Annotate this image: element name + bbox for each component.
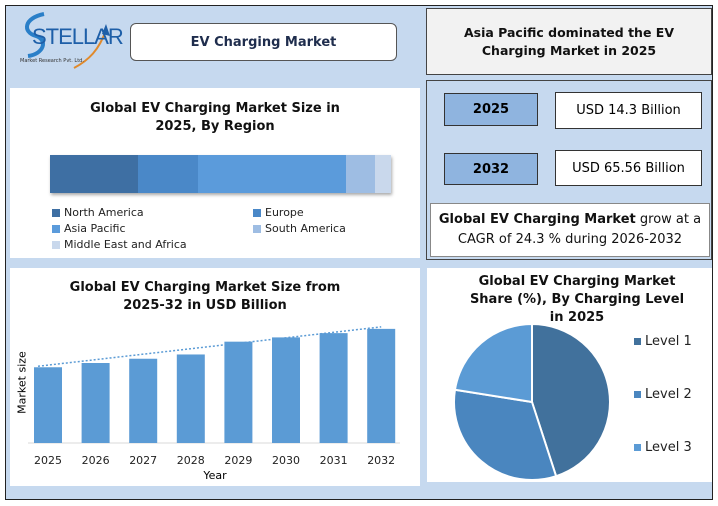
- legend-asia-pacific: Asia Pacific: [52, 222, 126, 235]
- pie-slice-level-1: [531, 322, 611, 478]
- bar-2031: [319, 333, 348, 443]
- legend-level-2: Level 2: [634, 387, 692, 402]
- bar-2026: [81, 363, 110, 443]
- region-segment-europe: [137, 155, 198, 193]
- x-tick-label: 2030: [272, 454, 300, 467]
- legend-label: Europe: [265, 206, 304, 219]
- pie-slice-level-2: [453, 388, 558, 481]
- x-tick-label: 2031: [319, 454, 348, 467]
- bar-2032: [367, 328, 396, 443]
- legend-label: Level 1: [645, 334, 692, 349]
- highlight-box: Asia Pacific dominated the EV Charging M…: [426, 8, 712, 75]
- bar-2027: [129, 358, 158, 443]
- highlight-text: Asia Pacific dominated the EV Charging M…: [463, 24, 675, 58]
- legend-label: Asia Pacific: [64, 222, 126, 235]
- region-chart-title: Global EV Charging Market Size in 2025, …: [90, 101, 340, 134]
- bar-2030: [272, 337, 300, 443]
- legend-label: Middle East and Africa: [64, 238, 187, 251]
- trendline: [37, 326, 382, 368]
- stat-year-2025: 2025: [444, 93, 538, 126]
- legend-level-1: Level 1: [634, 334, 692, 349]
- legend-label: Level 2: [645, 387, 692, 402]
- market-size-chart-panel: [10, 268, 420, 486]
- stat-value-2025: USD 14.3 Billion: [555, 92, 702, 129]
- cagr-bold: Global EV Charging Market: [438, 212, 636, 227]
- x-tick-label: 2025: [34, 454, 62, 467]
- logo-subtext: Market Research Pvt. Ltd.: [20, 58, 84, 64]
- legend-label: North America: [64, 206, 144, 219]
- logo-text: STELLAR: [32, 24, 124, 49]
- legend-label: Level 3: [645, 440, 692, 455]
- bar-2025: [34, 367, 62, 443]
- legend-swatch: [52, 240, 60, 249]
- region-stacked-bar: [50, 155, 391, 193]
- legend-swatch: [253, 208, 261, 217]
- x-axis-label: Year: [203, 469, 227, 482]
- stat-year-2032: 2032: [444, 153, 538, 185]
- region-chart-panel: Global EV Charging Market Size in 2025, …: [10, 88, 420, 258]
- legend-north-america: North America: [52, 206, 144, 219]
- legend-swatch: [253, 224, 261, 233]
- bar-2029: [224, 341, 253, 443]
- x-tick-label: 2029: [224, 454, 253, 467]
- x-tick-label: 2032: [367, 454, 396, 467]
- x-tick-label: 2028: [176, 454, 205, 467]
- legend-middle-east-africa: Middle East and Africa: [52, 238, 187, 251]
- bar-2028: [176, 354, 205, 443]
- stat-value-2032: USD 65.56 Billion: [555, 150, 702, 186]
- region-segment-asia-pacific: [197, 155, 346, 193]
- x-tick-label: 2027: [129, 454, 158, 467]
- cagr-text: grow at a CAGR of 24.3 % during 2026-203…: [457, 212, 702, 247]
- pie-slice-level-3: [453, 322, 533, 404]
- logo-swoosh-icon: [25, 12, 110, 69]
- legend-swatch: [634, 444, 641, 451]
- bar-plot: [28, 326, 400, 444]
- cagr-box: Global EV Charging Market grow at a CAGR…: [430, 203, 710, 257]
- region-segment-south-america: [345, 155, 375, 193]
- legend-south-america: South America: [253, 222, 346, 235]
- region-segment-north-america: [50, 155, 138, 193]
- page-title: EV Charging Market: [130, 23, 397, 61]
- region-segment-middle-east-and-africa: [374, 155, 391, 193]
- pie-chart-title: Global EV Charging Market Share (%), By …: [469, 274, 685, 325]
- x-tick-label: 2026: [81, 454, 110, 467]
- pie-plot: [453, 322, 611, 481]
- legend-level-3: Level 3: [634, 440, 692, 455]
- legend-swatch: [52, 224, 60, 233]
- legend-swatch: [634, 391, 641, 398]
- legend-label: South America: [265, 222, 346, 235]
- legend-swatch: [52, 208, 60, 217]
- market-size-chart-title: Global EV Charging Market Size from 2025…: [69, 280, 341, 313]
- legend-europe: Europe: [253, 206, 304, 219]
- legend-swatch: [634, 338, 641, 345]
- stellar-logo: STELLAR Market Research Pvt. Ltd.: [14, 10, 124, 70]
